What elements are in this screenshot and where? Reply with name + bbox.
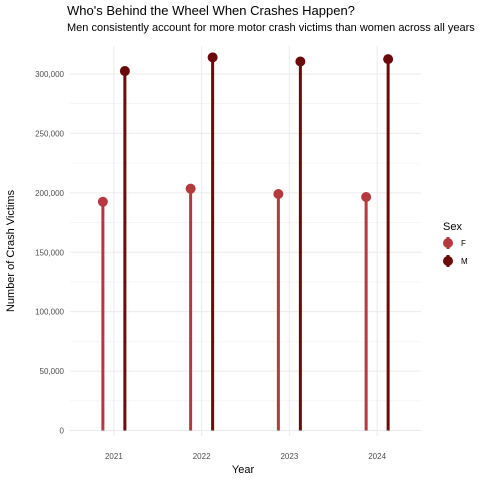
legend: Sex FM (443, 221, 468, 267)
lollipop-point-f (361, 191, 372, 202)
grid-lines (70, 46, 421, 436)
y-tick-label: 200,000 (35, 189, 64, 198)
lollipop-point-m (383, 54, 394, 65)
x-axis-ticks: 2021 2022 2023 2024 (105, 452, 387, 461)
y-tick-label: 150,000 (35, 248, 64, 257)
lollipop-point-f (273, 189, 284, 200)
x-tick-label: 2022 (193, 452, 211, 461)
x-tick-label: 2024 (368, 452, 386, 461)
lollipop-point-m (207, 52, 218, 63)
y-axis-title: Number of Crash Victims (5, 189, 17, 312)
y-tick-label: 100,000 (35, 308, 64, 317)
x-axis-title: Year (232, 464, 255, 476)
lollipop-point-f (97, 196, 108, 207)
y-axis-ticks: 0 50,000 100,000 150,000 200,000 250,000 300,0… (35, 70, 64, 436)
x-tick-label: 2021 (105, 452, 123, 461)
y-tick-label: 0 (60, 427, 65, 436)
legend-label-f: F (461, 239, 466, 248)
x-tick-label: 2023 (280, 452, 298, 461)
y-tick-label: 250,000 (35, 129, 64, 138)
chart-marks (97, 52, 394, 431)
legend-key-point-m (443, 256, 453, 266)
y-tick-label: 300,000 (35, 70, 64, 79)
lollipop-point-f (185, 183, 196, 194)
legend-title: Sex (443, 221, 462, 233)
lollipop-point-m (119, 66, 130, 77)
y-tick-label: 50,000 (40, 367, 65, 376)
lollipop-point-m (295, 56, 306, 67)
legend-label-m: M (461, 257, 468, 266)
chart-subtitle: Men consistently account for more motor … (67, 22, 475, 34)
legend-key-point-f (443, 238, 453, 248)
chart-title: Who's Behind the Wheel When Crashes Happ… (67, 3, 355, 18)
